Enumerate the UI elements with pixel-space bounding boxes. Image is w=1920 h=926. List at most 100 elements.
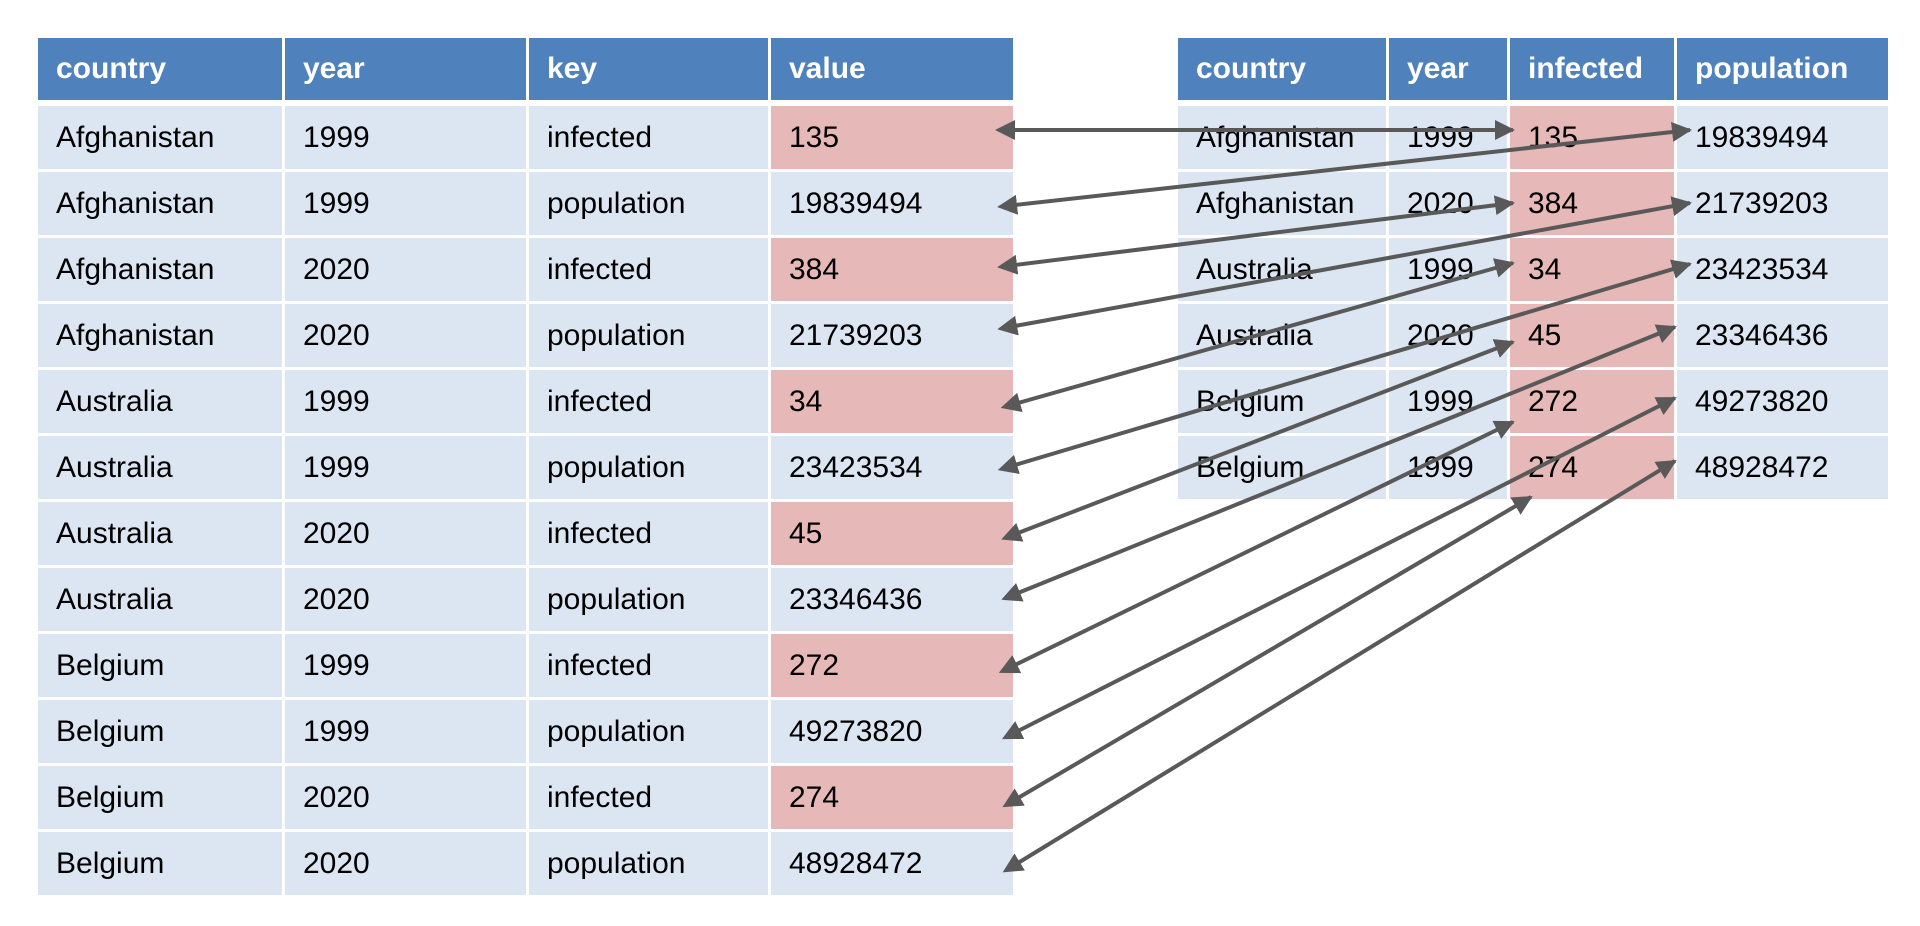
country-cell: Australia xyxy=(38,436,285,502)
country-cell: Afghanistan xyxy=(38,304,285,370)
long-table-row: Afghanistan 1999 population 19839494 xyxy=(38,172,1013,238)
long-table-row: Belgium 2020 infected 274 xyxy=(38,766,1013,832)
country-cell: Australia xyxy=(38,370,285,436)
population-cell: 19839494 xyxy=(1677,106,1888,172)
key-cell: population xyxy=(529,436,771,502)
year-cell: 2020 xyxy=(285,502,529,568)
long-table-row: Afghanistan 2020 population 21739203 xyxy=(38,304,1013,370)
population-cell: 48928472 xyxy=(1677,436,1888,499)
year-cell: 1999 xyxy=(1389,370,1510,436)
key-cell: infected xyxy=(529,502,771,568)
infected-cell: 45 xyxy=(1510,304,1677,370)
population-cell: 21739203 xyxy=(1677,172,1888,238)
wide-table-row: Afghanistan 1999 135 19839494 xyxy=(1178,106,1888,172)
value-cell-population: 23423534 xyxy=(771,436,1013,502)
key-cell: population xyxy=(529,172,771,238)
country-cell: Afghanistan xyxy=(1178,106,1389,172)
wide-header-year: year xyxy=(1389,38,1510,106)
wide-table-row: Belgium 1999 274 48928472 xyxy=(1178,436,1888,499)
population-cell: 49273820 xyxy=(1677,370,1888,436)
year-cell: 1999 xyxy=(285,106,529,172)
year-cell: 1999 xyxy=(285,436,529,502)
key-cell: population xyxy=(529,568,771,634)
value-cell-infected: 274 xyxy=(771,766,1013,832)
long-table-row: Australia 2020 infected 45 xyxy=(38,502,1013,568)
key-cell: infected xyxy=(529,634,771,700)
long-table-row: Belgium 1999 population 49273820 xyxy=(38,700,1013,766)
key-cell: infected xyxy=(529,370,771,436)
wide-table-row: Afghanistan 2020 384 21739203 xyxy=(1178,172,1888,238)
year-cell: 2020 xyxy=(285,304,529,370)
year-cell: 2020 xyxy=(285,568,529,634)
country-cell: Belgium xyxy=(38,832,285,895)
year-cell: 1999 xyxy=(285,634,529,700)
country-cell: Belgium xyxy=(38,634,285,700)
long-header-year: year xyxy=(285,38,529,106)
key-cell: infected xyxy=(529,766,771,832)
year-cell: 2020 xyxy=(285,832,529,895)
country-cell: Afghanistan xyxy=(1178,172,1389,238)
arrow-274 xyxy=(1002,495,1533,808)
year-cell: 1999 xyxy=(285,172,529,238)
population-cell: 23346436 xyxy=(1677,304,1888,370)
year-cell: 1999 xyxy=(1389,436,1510,499)
year-cell: 1999 xyxy=(1389,106,1510,172)
year-cell: 2020 xyxy=(1389,304,1510,370)
infected-cell: 272 xyxy=(1510,370,1677,436)
wide-table-header-row: country year infected population xyxy=(1178,38,1888,106)
value-cell-population: 48928472 xyxy=(771,832,1013,895)
wide-header-country: country xyxy=(1178,38,1389,106)
country-cell: Belgium xyxy=(38,766,285,832)
long-header-country: country xyxy=(38,38,285,106)
arrow-48928472 xyxy=(1002,459,1677,873)
long-table-row: Belgium 1999 infected 272 xyxy=(38,634,1013,700)
wide-table-row: Australia 2020 45 23346436 xyxy=(1178,304,1888,370)
value-cell-infected: 45 xyxy=(771,502,1013,568)
value-cell-infected: 384 xyxy=(771,238,1013,304)
population-cell: 23423534 xyxy=(1677,238,1888,304)
infected-cell: 384 xyxy=(1510,172,1677,238)
key-cell: infected xyxy=(529,238,771,304)
long-table-row: Afghanistan 1999 infected 135 xyxy=(38,106,1013,172)
long-table-header-row: country year key value xyxy=(38,38,1013,106)
year-cell: 2020 xyxy=(285,766,529,832)
value-cell-population: 21739203 xyxy=(771,304,1013,370)
key-cell: population xyxy=(529,700,771,766)
value-cell-population: 23346436 xyxy=(771,568,1013,634)
wide-table-row: Belgium 1999 272 49273820 xyxy=(1178,370,1888,436)
value-cell-infected: 135 xyxy=(771,106,1013,172)
wide-format-table: country year infected population Afghani… xyxy=(1178,38,1888,499)
long-table-row: Australia 2020 population 23346436 xyxy=(38,568,1013,634)
infected-cell: 34 xyxy=(1510,238,1677,304)
value-cell-infected: 272 xyxy=(771,634,1013,700)
wide-header-infected: infected xyxy=(1510,38,1677,106)
country-cell: Belgium xyxy=(38,700,285,766)
long-table-row: Belgium 2020 population 48928472 xyxy=(38,832,1013,895)
wide-table-row: Australia 1999 34 23423534 xyxy=(1178,238,1888,304)
long-table-row: Australia 1999 population 23423534 xyxy=(38,436,1013,502)
year-cell: 1999 xyxy=(285,700,529,766)
country-cell: Australia xyxy=(1178,304,1389,370)
country-cell: Belgium xyxy=(1178,370,1389,436)
key-cell: infected xyxy=(529,106,771,172)
country-cell: Australia xyxy=(38,568,285,634)
long-table-row: Afghanistan 2020 infected 384 xyxy=(38,238,1013,304)
infected-cell: 274 xyxy=(1510,436,1677,499)
long-table-row: Australia 1999 infected 34 xyxy=(38,370,1013,436)
long-format-table: country year key value Afghanistan 1999 … xyxy=(38,38,1013,895)
long-header-key: key xyxy=(529,38,771,106)
country-cell: Australia xyxy=(38,502,285,568)
value-cell-population: 49273820 xyxy=(771,700,1013,766)
wide-header-population: population xyxy=(1677,38,1888,106)
value-cell-population: 19839494 xyxy=(771,172,1013,238)
year-cell: 2020 xyxy=(285,238,529,304)
year-cell: 1999 xyxy=(285,370,529,436)
year-cell: 2020 xyxy=(1389,172,1510,238)
key-cell: population xyxy=(529,832,771,895)
value-cell-infected: 34 xyxy=(771,370,1013,436)
country-cell: Australia xyxy=(1178,238,1389,304)
long-header-value: value xyxy=(771,38,1013,106)
infected-cell: 135 xyxy=(1510,106,1677,172)
year-cell: 1999 xyxy=(1389,238,1510,304)
country-cell: Afghanistan xyxy=(38,172,285,238)
